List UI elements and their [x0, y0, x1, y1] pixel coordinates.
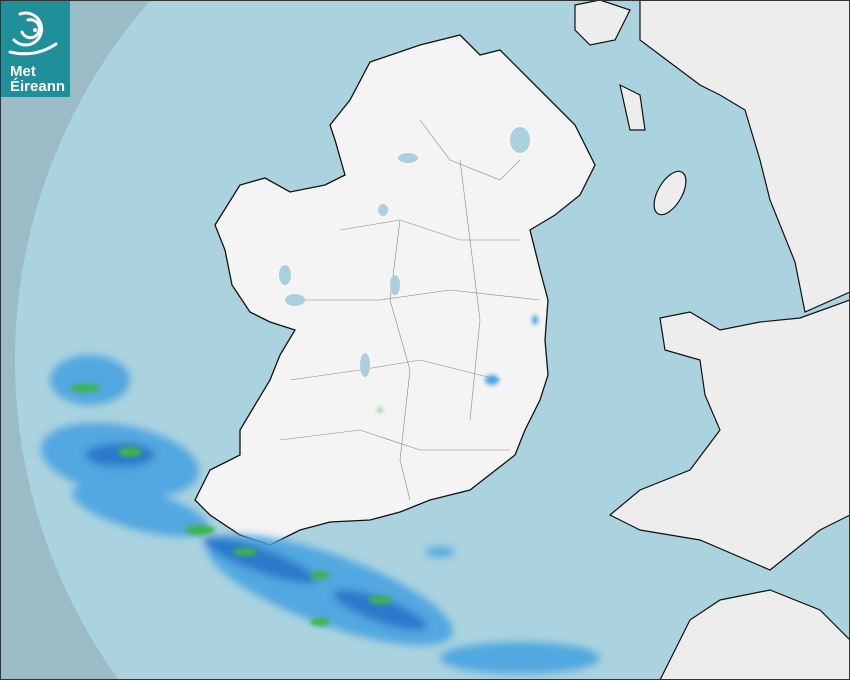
swirl-logo-icon	[8, 11, 58, 56]
logo-text-met: Met	[10, 63, 36, 80]
lakes	[279, 127, 530, 377]
great-britain-landmass	[574, 0, 850, 680]
rain-echoes	[40, 315, 600, 674]
logo-text-eireann: Éireann	[10, 78, 66, 95]
county-borders	[279, 119, 541, 501]
met-eireann-logo: Met Éireann	[0, 0, 70, 97]
